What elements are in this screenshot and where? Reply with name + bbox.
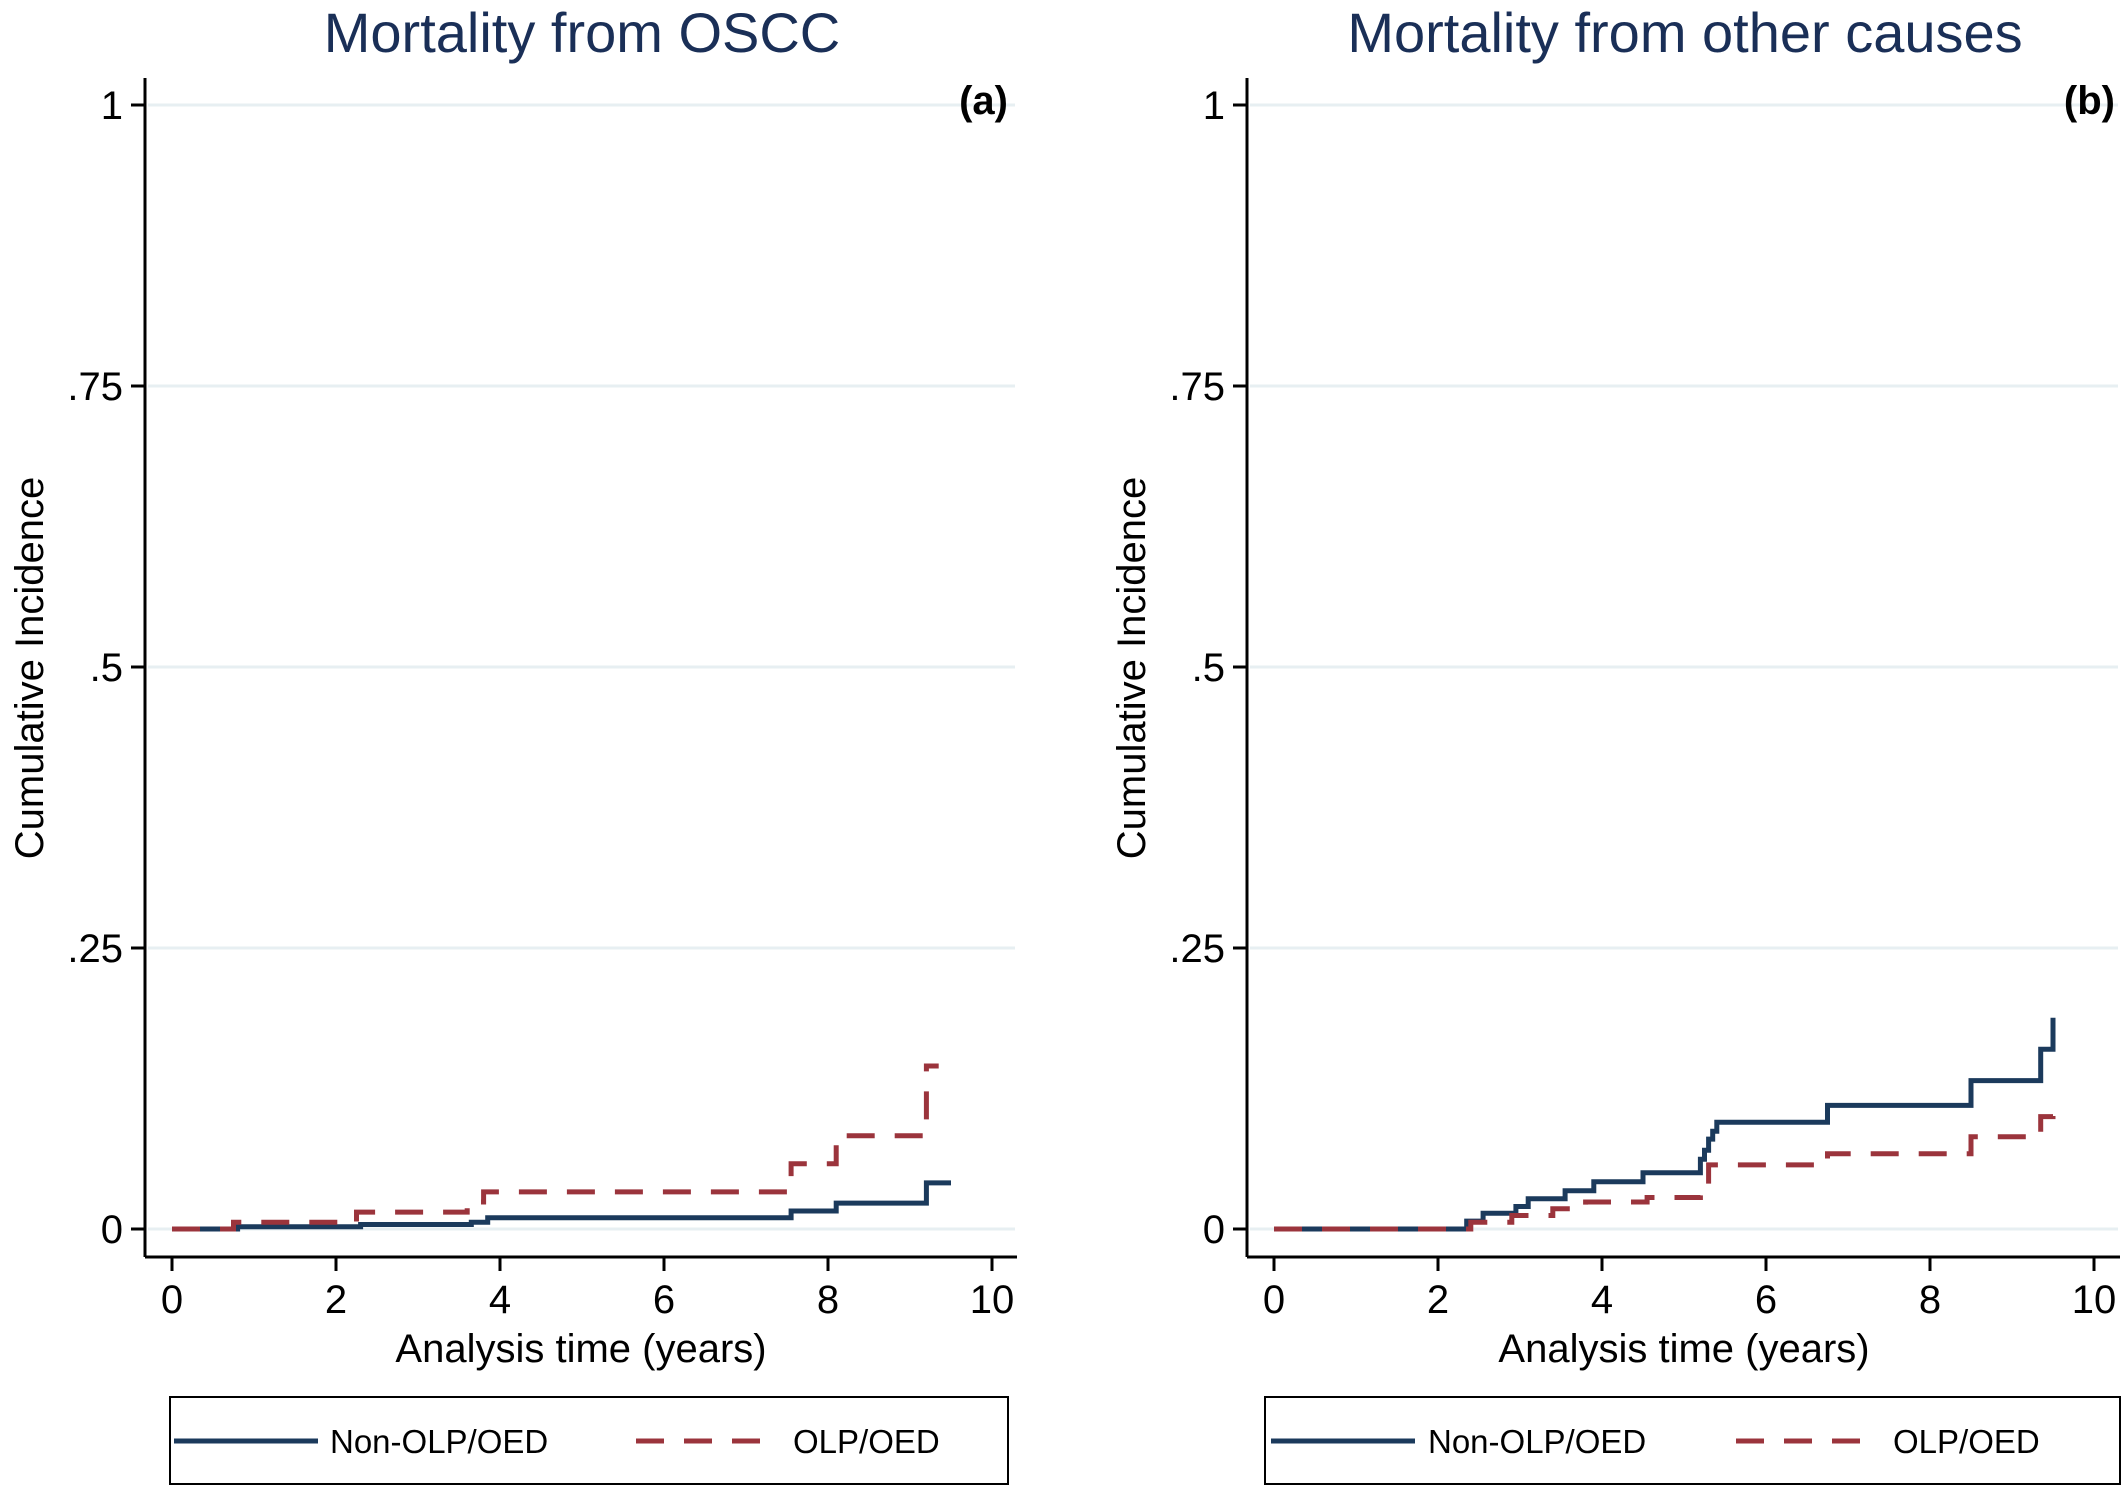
legend-label-non-olp: Non-OLP/OED bbox=[330, 1423, 548, 1460]
panel-label: (b) bbox=[2064, 79, 2115, 123]
x-tick-label: 4 bbox=[1591, 1278, 1613, 1322]
y-tick-label: 1 bbox=[1203, 84, 1225, 128]
x-tick-label: 2 bbox=[1427, 1278, 1449, 1322]
y-tick-label: .75 bbox=[1169, 365, 1225, 409]
x-tick-label: 0 bbox=[1263, 1278, 1285, 1322]
chart-title: Mortality from other causes bbox=[1347, 1, 2022, 64]
y-tick-label: .5 bbox=[90, 646, 123, 690]
legend-label-non-olp: Non-OLP/OED bbox=[1428, 1423, 1646, 1460]
series-line-non-olp bbox=[1274, 1017, 2056, 1232]
x-tick-label: 0 bbox=[161, 1278, 183, 1322]
y-tick-label: .5 bbox=[1192, 646, 1225, 690]
x-tick-label: 2 bbox=[325, 1278, 347, 1322]
series-line-olp bbox=[172, 1063, 939, 1232]
x-tick-label: 6 bbox=[1755, 1278, 1777, 1322]
series-line-olp bbox=[1274, 1103, 2056, 1232]
y-tick-label: .25 bbox=[1169, 927, 1225, 971]
y-axis-label: Cumulative Incidence bbox=[1110, 477, 1154, 859]
x-axis-label: Analysis time (years) bbox=[1498, 1327, 1869, 1371]
panel-label: (a) bbox=[959, 79, 1008, 123]
series-line-non-olp bbox=[172, 1180, 951, 1232]
x-tick-label: 10 bbox=[2072, 1278, 2117, 1322]
chart-panel-oscc: Mortality from OSCC 0 .25 .5 .75 1 0 2 4 6 8 10 (… bbox=[8, 1, 1017, 1485]
legend-label-olp: OLP/OED bbox=[1893, 1423, 2040, 1460]
y-axis-label: Cumulative Incidence bbox=[8, 477, 52, 859]
y-tick-label: .25 bbox=[67, 927, 123, 971]
x-tick-label: 10 bbox=[970, 1278, 1015, 1322]
y-tick-label: .75 bbox=[67, 365, 123, 409]
y-tick-label: 1 bbox=[101, 84, 123, 128]
chart-title: Mortality from OSCC bbox=[324, 1, 841, 64]
legend: Non-OLP/OED OLP/OED bbox=[1264, 1396, 2121, 1485]
x-axis-label: Analysis time (years) bbox=[395, 1327, 766, 1371]
chart-panel-other-causes: Mortality from other causes 0 .25 .5 .75 1 0… bbox=[1110, 1, 2121, 1485]
y-tick-label: 0 bbox=[1203, 1208, 1225, 1252]
x-tick-label: 8 bbox=[1919, 1278, 1941, 1322]
x-tick-label: 6 bbox=[653, 1278, 675, 1322]
x-tick-label: 8 bbox=[817, 1278, 839, 1322]
x-tick-label: 4 bbox=[489, 1278, 511, 1322]
legend-label-olp: OLP/OED bbox=[793, 1423, 940, 1460]
legend: Non-OLP/OED OLP/OED bbox=[169, 1396, 1009, 1485]
y-tick-label: 0 bbox=[101, 1208, 123, 1252]
